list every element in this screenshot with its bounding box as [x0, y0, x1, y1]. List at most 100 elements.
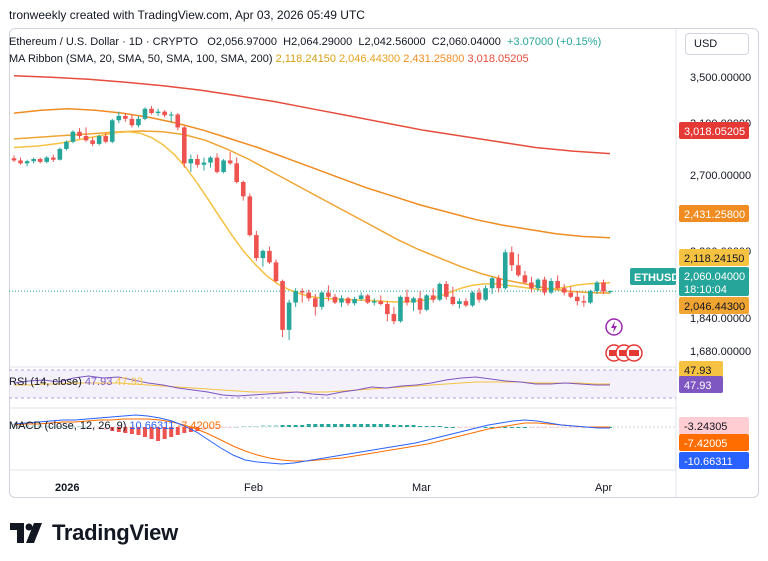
candle-body	[155, 111, 161, 114]
macd-histogram-bar	[31, 425, 36, 427]
close-value: 2,060.04000	[439, 36, 501, 48]
macd-histogram-bar	[568, 427, 573, 428]
macd-histogram-bar	[260, 425, 265, 427]
brand-name: TradingView	[52, 520, 178, 545]
candle-body	[280, 281, 285, 330]
candle-body	[417, 298, 423, 310]
rsi-tag-bg	[679, 376, 723, 393]
candle-body	[77, 131, 82, 137]
macd-histogram-bar	[149, 427, 154, 439]
macd-histogram-bar	[44, 426, 49, 427]
macd-histogram-bar	[549, 427, 554, 428]
candle-body	[109, 120, 115, 142]
macd-tag-bg	[679, 452, 749, 469]
candle-body	[529, 282, 534, 289]
open-value: 2,056.97000	[215, 36, 277, 48]
macd-histogram-bar	[431, 426, 436, 427]
rsi-ma-line	[14, 381, 610, 393]
macd-histogram-bar	[608, 427, 613, 428]
macd-histogram-bar	[490, 427, 495, 428]
ma20-value: 2,118.24150	[275, 53, 336, 65]
candle-body	[293, 291, 298, 303]
candle-body	[208, 157, 213, 163]
time-tick-label: 2026	[55, 482, 79, 494]
rsi-ma-tag-bg	[679, 361, 723, 378]
macd-hist-tag: -3.24305	[684, 421, 727, 433]
macd-histogram-bar	[326, 424, 331, 427]
currency-button[interactable]: USD	[685, 33, 749, 55]
macd-signal-tag: -7.42005	[684, 438, 727, 450]
macd-histogram-bar	[103, 427, 108, 430]
candle-body	[286, 302, 292, 330]
candle-body	[424, 295, 429, 310]
flag-event-icon-fill	[619, 350, 629, 356]
macd-histogram-bar	[418, 426, 423, 427]
macd-histogram-bar	[313, 424, 318, 427]
macd-histogram-bar	[339, 424, 344, 427]
macd-tag: -10.66311	[684, 456, 733, 468]
macd-hist-tag-bg	[679, 417, 749, 434]
chart-frame[interactable]	[9, 28, 759, 498]
candle-body	[142, 108, 148, 119]
candle-body	[260, 250, 266, 259]
close-tag: 2,060.04000	[684, 271, 745, 283]
sma100-line	[13, 108, 611, 239]
candle-body	[568, 292, 574, 297]
candle-body	[345, 298, 351, 304]
macd-histogram-bar	[241, 426, 246, 427]
candle-body	[437, 283, 443, 300]
candle-body	[535, 279, 541, 289]
macd-histogram-bar	[110, 427, 115, 431]
candle-body	[267, 250, 272, 263]
macd-histogram-bar	[457, 427, 462, 428]
candle-body	[581, 301, 587, 303]
candle-body	[96, 136, 102, 144]
candle-body	[548, 281, 554, 293]
macd-histogram-bar	[12, 424, 16, 427]
macd-histogram-bar	[378, 424, 383, 427]
candle-body	[175, 114, 181, 128]
price-tick-label: 2,700.00000	[690, 170, 751, 182]
macd-histogram-bar	[38, 425, 43, 427]
candle-body	[385, 304, 390, 315]
candle-body	[516, 265, 521, 276]
macd-histogram-bar	[581, 427, 586, 428]
candle-body	[273, 262, 279, 282]
macd-histogram-bar	[300, 425, 305, 427]
candle-body	[411, 298, 416, 303]
low-value: 2,042.56000	[364, 36, 426, 48]
macd-signal-tag-bg	[679, 434, 749, 451]
candle-body	[326, 292, 331, 297]
ma20-tag-bg	[679, 249, 749, 266]
candle-body	[227, 160, 233, 164]
macd-histogram-bar	[372, 424, 377, 427]
candle-body	[44, 157, 50, 162]
candle-body	[588, 291, 593, 303]
rsi-band	[9, 370, 676, 398]
close-tag-bg	[679, 267, 749, 296]
candle-body	[299, 291, 305, 293]
candle-body	[450, 296, 456, 305]
sma200-line	[13, 74, 611, 155]
macd-histogram-bar	[542, 427, 547, 428]
candle-body	[103, 136, 108, 142]
time-tick-label: Feb	[244, 482, 263, 494]
ma200-value: 3,018.05205	[467, 53, 529, 65]
candle-body	[123, 115, 128, 119]
candle-body	[594, 282, 600, 292]
candle-body	[470, 292, 475, 306]
macd-histogram-bar	[64, 426, 69, 427]
candle-body	[332, 296, 338, 303]
macd-histogram-bar	[274, 425, 278, 427]
candle-body	[83, 136, 89, 141]
candle-body	[70, 131, 76, 142]
candle-body	[221, 160, 226, 172]
candle-body	[489, 278, 495, 289]
macd-value: 10.66311	[129, 420, 175, 432]
macd-histogram-bar	[90, 427, 95, 428]
macd-histogram-bar	[365, 424, 370, 427]
candle-body	[234, 163, 239, 182]
ticker-tag-bg	[630, 268, 676, 285]
change-value: +3.07000 (+0.15%)	[507, 36, 602, 48]
